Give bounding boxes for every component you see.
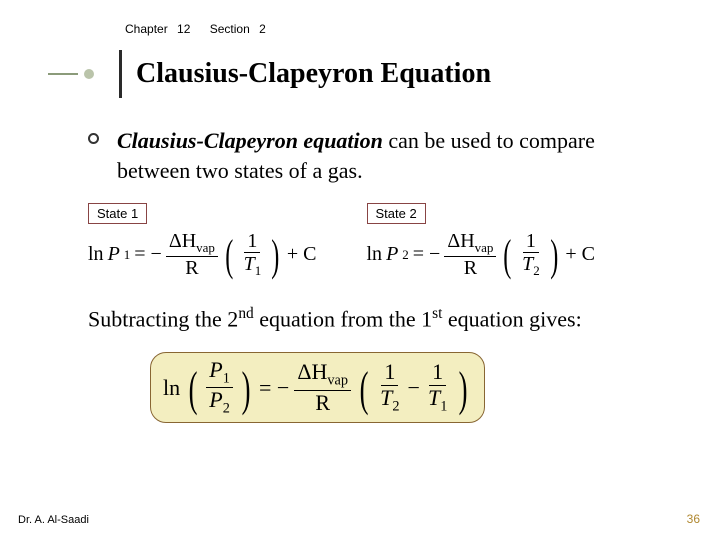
state-2: State 2 ln P2 = − ΔHvap R ( 1 T2 ) + C	[367, 203, 596, 280]
box-rp1: )	[241, 375, 250, 404]
page-title: Clausius-Clapeyron Equation	[136, 58, 491, 90]
state-1-label: State 1	[88, 203, 147, 224]
state-equations: State 1 ln P1 = − ΔHvap R ( 1 T1 ) + C S…	[88, 203, 670, 280]
box-rp2: )	[459, 375, 468, 404]
box-t1: 1 T1	[425, 360, 450, 414]
box-t2t: T	[380, 385, 392, 410]
box-minus: −	[408, 375, 420, 401]
bullet-text: Clausius-Clapeyron equation can be used …	[117, 126, 670, 185]
box-pfrac: P1 P2	[206, 358, 233, 417]
eq1-p: P	[108, 243, 120, 265]
sub-c: equation gives:	[442, 306, 581, 331]
eq2-vap: vap	[475, 240, 494, 255]
equation-1: ln P1 = − ΔHvap R ( 1 T1 ) + C	[88, 228, 317, 280]
box-t1s: 1	[440, 398, 447, 414]
equation-2: ln P2 = − ΔHvap R ( 1 T2 ) + C	[367, 228, 596, 280]
chapter-label: Chapter	[125, 22, 168, 36]
eq2-equals: = −	[413, 243, 441, 266]
eq2-plusc: + C	[565, 243, 595, 266]
eq1-t: 1 T1	[241, 230, 265, 278]
bullet-paragraph: Clausius-Clapeyron equation can be used …	[88, 126, 670, 185]
title-row: Clausius-Clapeyron Equation	[48, 50, 690, 98]
eq2-lparen: (	[504, 243, 512, 269]
eq2-tsub: 2	[533, 263, 540, 278]
eq1-lparen: (	[225, 243, 233, 269]
title-decor	[48, 69, 91, 79]
sub-a: Subtracting the 2	[88, 306, 238, 331]
eq1-equals: = −	[134, 243, 162, 266]
box-dhfrac: ΔHvap R	[294, 360, 351, 414]
eq2-dh: ΔH	[447, 230, 474, 252]
box-vap: vap	[327, 373, 348, 389]
eq1-tsub: 1	[255, 263, 262, 278]
eq1-tt: T	[244, 253, 255, 275]
slide-header: Chapter 12 Section 2	[125, 22, 690, 36]
eq2-p: P	[386, 243, 398, 265]
box-p1: P	[209, 357, 222, 382]
state-1: State 1 ln P1 = − ΔHvap R ( 1 T1 ) + C	[88, 203, 317, 280]
sub-supa: nd	[238, 305, 253, 322]
eq2-tt: T	[522, 253, 533, 275]
eq2-t: 1 T2	[519, 230, 543, 278]
box-t1t: T	[428, 385, 440, 410]
box-ln: ln	[163, 375, 180, 401]
bullet-lead: Clausius-Clapeyron equation	[117, 128, 383, 153]
subtract-text: Subtracting the 2nd equation from the 1s…	[88, 305, 670, 332]
eq1-dh: ΔH	[169, 230, 196, 252]
box-dh: ΔH	[297, 359, 327, 384]
box-lp2: (	[360, 375, 369, 404]
eq1-frac: ΔHvap R	[166, 230, 218, 278]
box-t2: 1 T2	[377, 360, 402, 414]
eq2-r: R	[461, 257, 480, 279]
eq1-plusc: + C	[287, 243, 317, 266]
eq2-frac: ΔHvap R	[444, 230, 496, 278]
box-lp1: (	[189, 375, 198, 404]
eq1-vap: vap	[196, 240, 215, 255]
state-2-label: State 2	[367, 203, 426, 224]
sub-supb: st	[432, 305, 442, 322]
boxed-equation: ln ( P1 P2 ) = − ΔHvap R ( 1 T2 − 1 T1 )	[150, 352, 485, 423]
box-eq: = −	[259, 375, 289, 401]
chapter-num: 12	[177, 22, 190, 36]
eq2-psub: 2	[402, 247, 409, 263]
box-p2s: 2	[223, 401, 230, 417]
box-p2: P	[209, 387, 222, 412]
footer-author: Dr. A. Al-Saadi	[18, 514, 89, 526]
box-r: R	[312, 391, 333, 415]
sub-b: equation from the 1	[254, 306, 432, 331]
footer-page: 36	[687, 512, 700, 526]
box-p1s: 1	[223, 370, 230, 386]
eq1-ln: ln	[88, 243, 104, 266]
eq2-ln: ln	[367, 243, 383, 266]
eq1-rparen: )	[272, 243, 280, 269]
ring-bullet-icon	[88, 133, 99, 144]
eq2-rparen: )	[550, 243, 558, 269]
section-label: Section	[210, 22, 250, 36]
box-t2s: 2	[392, 398, 399, 414]
eq1-r: R	[182, 257, 201, 279]
section-num: 2	[259, 22, 266, 36]
eq1-psub: 1	[124, 247, 131, 263]
